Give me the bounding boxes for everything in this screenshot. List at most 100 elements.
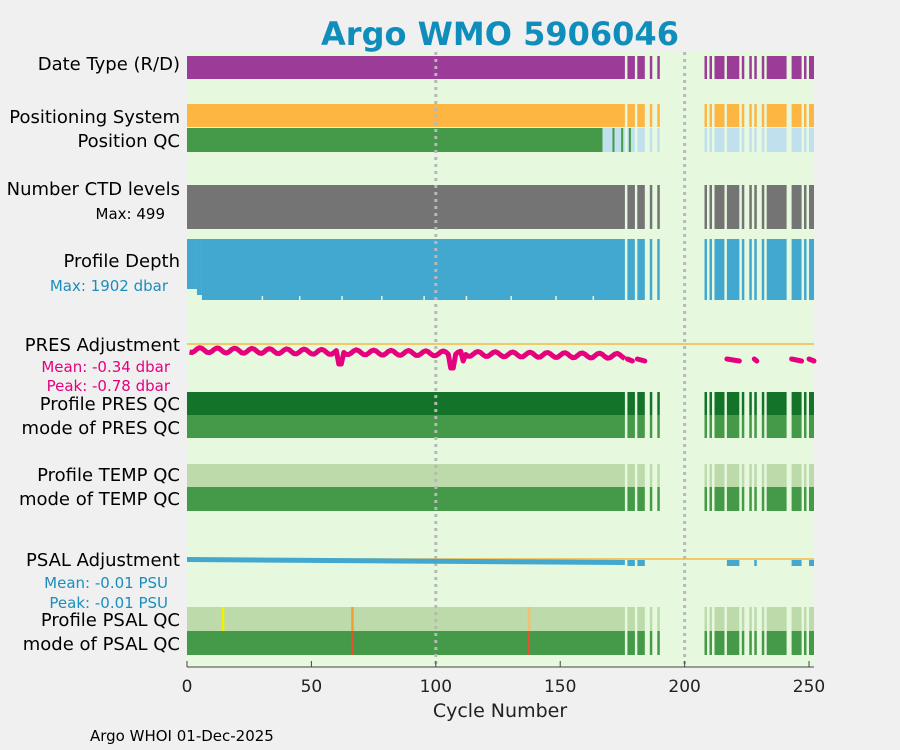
profile-temp-qc-bar-seg-16: [809, 464, 814, 487]
psal-adjustment-band: [187, 557, 625, 565]
positioning-bar-seg-9: [741, 104, 745, 127]
ctd-levels-bar-seg-13: [766, 185, 787, 229]
profile-temp-qc-bar-seg-0: [187, 464, 625, 487]
profile-depth-seg-3: [649, 239, 653, 300]
positioning-bar-seg-3: [649, 104, 653, 127]
profile-psal-qc-bar-seg-2: [637, 607, 645, 631]
mode-psal-qc-bar-seg-0: [187, 631, 625, 655]
footer-credit: Argo WHOI 01-Dec-2025: [90, 727, 274, 745]
mode-temp-qc-bar-seg-9: [741, 487, 745, 511]
positioning-bar-seg-4: [657, 104, 660, 127]
row-label-number-ctd-levels: Number CTD levels: [7, 179, 180, 200]
date-type-bar-seg-4: [657, 56, 660, 79]
profile-depth-seg-0b: [196, 239, 202, 295]
x-tick-label-50: 50: [301, 677, 323, 697]
positioning-bar-seg-11: [754, 104, 757, 127]
date-type-bar-seg-9: [741, 56, 745, 79]
mode-psal-qc-bar-seg-3: [649, 631, 653, 655]
date-type-bar-seg-7: [714, 56, 725, 79]
profile-psal-qc-bar-seg-10: [749, 607, 752, 631]
mode-psal-qc-bar-seg-12: [761, 631, 765, 655]
mode-psal-qc-bar-seg-8: [726, 631, 740, 655]
mode-pres-qc-bar-seg-0: [187, 415, 625, 438]
profile-depth-seg-14: [791, 239, 802, 300]
mode-psal-qc-bar-seg-11: [754, 631, 757, 655]
ctd-levels-bar-seg-1: [627, 185, 635, 229]
mode-temp-qc-bar-seg-2: [637, 487, 645, 511]
position-qc-tick-c: [628, 128, 631, 152]
positioning-bar-seg-8: [726, 104, 740, 127]
mode-psal-qc-bar-seg-1: [627, 631, 635, 655]
profile-psal-qc-bar-seg-6: [709, 607, 712, 631]
row-label-date-type: Date Type (R/D): [38, 54, 180, 75]
row-label-profile-depth: Profile Depth: [63, 251, 180, 272]
mode-psal-qc-bar-seg-6: [709, 631, 712, 655]
mode-psal-qc-bar-seg-16: [809, 631, 814, 655]
row-label-position-qc: Position QC: [77, 131, 180, 152]
mode-temp-qc-bar-seg-4: [657, 487, 660, 511]
psal-adjustment-tail-3: [754, 560, 757, 566]
profile-temp-qc-bar-seg-6: [709, 464, 712, 487]
profile-pres-qc-bar-seg-4: [657, 392, 660, 415]
ctd-levels-bar-seg-8: [726, 185, 740, 229]
position-qc-alt-seg-6: [709, 128, 712, 152]
plot-background: [187, 52, 814, 667]
profile-psal-qc-bar-seg-7: [714, 607, 725, 631]
profile-pres-qc-bar-seg-5: [704, 392, 707, 415]
position-qc-tick-b: [621, 128, 624, 152]
profile-temp-qc-bar-seg-14: [791, 464, 802, 487]
pres-adjustment-tail-5: [806, 356, 817, 364]
profile-pres-qc-bar-seg-12: [761, 392, 765, 415]
profile-psal-qc-flag-1: [351, 607, 354, 631]
x-tick-label-100: 100: [420, 677, 452, 697]
x-axis-ticks: 0 50 100 150 200 250: [182, 661, 825, 697]
row-label-profile-psal-qc: Profile PSAL QC: [41, 610, 180, 631]
profile-pres-qc-bar-seg-0: [187, 392, 625, 415]
positioning-bar-seg-1: [627, 104, 635, 127]
profile-depth-seg-15: [804, 239, 807, 300]
profile-psal-qc-bar-seg-3: [649, 607, 653, 631]
mode-pres-qc-bar-seg-1: [627, 415, 635, 438]
date-type-bar-seg-15: [804, 56, 807, 79]
profile-pres-qc-bar-seg-14: [791, 392, 802, 415]
x-axis-label: Cycle Number: [433, 700, 567, 722]
position-qc-alt-seg-3: [649, 128, 653, 152]
mode-temp-qc-bar-seg-15: [804, 487, 807, 511]
profile-pres-qc-bar-seg-2: [637, 392, 645, 415]
profile-depth-seg-10: [749, 239, 752, 300]
adjustment-lines: [187, 343, 817, 566]
profile-depth-notch-5: [465, 296, 468, 301]
ctd-levels-bar-seg-0: [187, 185, 625, 229]
ctd-levels-bar-seg-9: [741, 185, 745, 229]
profile-depth-notch-2: [341, 296, 343, 301]
position-qc-alt-seg-13: [766, 128, 787, 152]
psal-adjustment-tail-1: [637, 560, 645, 566]
date-type-bar-seg-6: [709, 56, 712, 79]
profile-pres-qc-bar-seg-8: [726, 392, 740, 415]
x-tick-label-150: 150: [544, 677, 576, 697]
profile-depth-notch-3: [381, 296, 383, 301]
psal-adjustment-tail-2: [726, 560, 740, 566]
position-qc-alt-seg-16: [809, 128, 814, 152]
mode-temp-qc-bar-seg-14: [791, 487, 802, 511]
profile-temp-qc-bar-seg-9: [741, 464, 745, 487]
profile-depth-notch-7: [555, 296, 557, 301]
positioning-bar-seg-15: [804, 104, 807, 127]
mode-pres-qc-bar-seg-12: [761, 415, 765, 438]
row-label-profile-temp-qc: Profile TEMP QC: [37, 465, 180, 486]
ctd-levels-bar-seg-11: [754, 185, 757, 229]
mode-temp-qc-bar-seg-16: [809, 487, 814, 511]
profile-temp-qc-bar-seg-3: [649, 464, 653, 487]
mode-temp-qc-bar-seg-13: [766, 487, 787, 511]
profile-temp-qc-bar-seg-13: [766, 464, 787, 487]
date-type-bar-seg-2: [637, 56, 645, 79]
mode-temp-qc-bar-seg-11: [754, 487, 757, 511]
profile-pres-qc-bar-seg-3: [649, 392, 653, 415]
positioning-bar-seg-2: [637, 104, 645, 127]
mode-pres-qc-bar-seg-14: [791, 415, 802, 438]
x-tick-label-200: 200: [668, 677, 700, 697]
positioning-bar-seg-0: [187, 104, 625, 127]
psal-mean-label: Mean: -0.01 PSU: [44, 574, 168, 592]
profile-psal-qc-bar-seg-4: [657, 607, 660, 631]
